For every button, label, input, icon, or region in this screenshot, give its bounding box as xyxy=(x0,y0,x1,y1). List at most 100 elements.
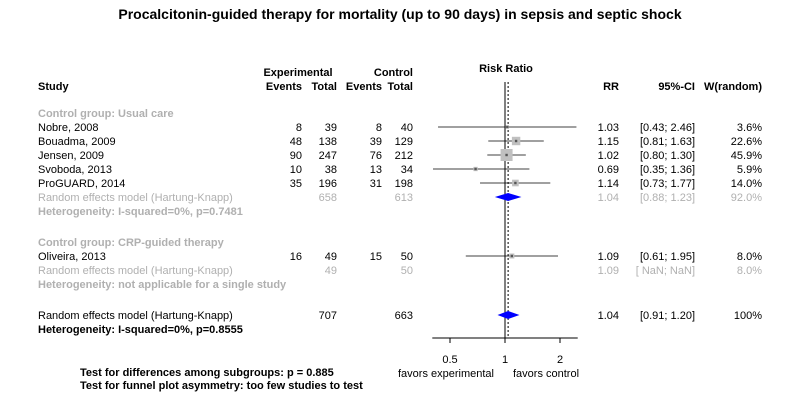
overall-heterogeneity: Heterogeneity: I-squared=0%, p=0.8555 xyxy=(38,324,243,336)
point-estimate xyxy=(514,181,517,185)
exp-total: 38 xyxy=(325,164,337,176)
axis-tick-label: 0.5 xyxy=(442,354,457,366)
rr-value: 1.02 xyxy=(598,150,619,162)
rr-value: 0.69 xyxy=(598,164,619,176)
col-header-experimental: Experimental xyxy=(263,67,332,79)
ctrl-events: 39 xyxy=(370,136,382,148)
ctrl-events: 31 xyxy=(370,178,382,190)
ci-value: [0.35; 1.36] xyxy=(640,164,695,176)
subgroup-label: Control group: Usual care xyxy=(38,108,174,120)
footnote-subgroup-test: Test for differences among subgroups: p … xyxy=(80,367,334,379)
subgroup-rr: 1.09 xyxy=(598,265,619,277)
ci-value: [0.81; 1.63] xyxy=(640,136,695,148)
rr-value: 1.14 xyxy=(598,178,619,190)
ctrl-events: 13 xyxy=(370,164,382,176)
subgroup-weight: 92.0% xyxy=(731,192,762,204)
col-header-exp-events: Events xyxy=(266,81,302,93)
subgroup-heterogeneity: Heterogeneity: I-squared=0%, p=0.7481 xyxy=(38,206,243,218)
weight-value: 14.0% xyxy=(731,178,762,190)
exp-total: 247 xyxy=(319,150,337,162)
rr-value: 1.03 xyxy=(598,122,619,134)
subgroup-pooled-label: Random effects model (Hartung-Knapp) xyxy=(38,192,233,204)
weight-value: 8.0% xyxy=(737,251,762,263)
favors-control-label: favors control xyxy=(513,368,579,380)
subgroup-heterogeneity: Heterogeneity: not applicable for a sing… xyxy=(38,279,287,291)
exp-events: 8 xyxy=(296,122,302,134)
exp-total: 49 xyxy=(325,251,337,263)
rr-value: 1.09 xyxy=(598,251,619,263)
subgroup-pooled-label: Random effects model (Hartung-Knapp) xyxy=(38,265,233,277)
exp-events: 90 xyxy=(290,150,302,162)
weight-value: 5.9% xyxy=(737,164,762,176)
ctrl-events: 15 xyxy=(370,251,382,263)
col-header-risk-ratio: Risk Ratio xyxy=(479,63,533,75)
ci-value: [0.43; 2.46] xyxy=(640,122,695,134)
axis-tick-label: 2 xyxy=(557,354,563,366)
subgroup-label: Control group: CRP-guided therapy xyxy=(38,237,225,249)
study-name: Svoboda, 2013 xyxy=(38,164,112,176)
weight-value: 45.9% xyxy=(731,150,762,162)
exp-total: 138 xyxy=(319,136,337,148)
col-header-study: Study xyxy=(38,81,69,93)
subgroup-ci: [ NaN; NaN] xyxy=(636,265,695,277)
exp-events: 35 xyxy=(290,178,302,190)
point-estimate xyxy=(505,153,508,157)
ctrl-total: 50 xyxy=(401,251,413,263)
col-header-exp-total: Total xyxy=(312,81,337,93)
subgroup-ci: [0.88; 1.23] xyxy=(640,192,695,204)
subgroup-diamond xyxy=(494,193,522,201)
overall-diamond xyxy=(497,311,520,319)
ctrl-total: 40 xyxy=(401,122,413,134)
exp-total: 39 xyxy=(325,122,337,134)
overall-ci: [0.91; 1.20] xyxy=(640,310,695,322)
subgroup-weight: 8.0% xyxy=(737,265,762,277)
study-name: Nobre, 2008 xyxy=(38,122,99,134)
ci-value: [0.61; 1.95] xyxy=(640,251,695,263)
ci-value: [0.73; 1.77] xyxy=(640,178,695,190)
study-name: ProGUARD, 2014 xyxy=(38,178,125,190)
col-header-control: Control xyxy=(374,67,413,79)
subgroup-exp-total: 658 xyxy=(319,192,337,204)
study-name: Bouadma, 2009 xyxy=(38,136,116,148)
study-name: Jensen, 2009 xyxy=(38,150,104,162)
exp-events: 10 xyxy=(290,164,302,176)
weight-value: 3.6% xyxy=(737,122,762,134)
exp-events: 16 xyxy=(290,251,302,263)
overall-weight: 100% xyxy=(734,310,762,322)
overall-rr: 1.04 xyxy=(598,310,619,322)
favors-experimental-label: favors experimental xyxy=(398,368,494,380)
chart-title: Procalcitonin-guided therapy for mortali… xyxy=(118,6,681,22)
overall-exp-total: 707 xyxy=(319,310,337,322)
point-estimate xyxy=(474,167,477,171)
x-axis: 0.5 1 2 xyxy=(432,337,578,366)
subgroup-exp-total: 49 xyxy=(325,265,337,277)
ctrl-total: 198 xyxy=(395,178,413,190)
ctrl-total: 212 xyxy=(395,150,413,162)
axis-tick-label: 1 xyxy=(502,354,508,366)
ci-value: [0.80; 1.30] xyxy=(640,150,695,162)
ctrl-events: 76 xyxy=(370,150,382,162)
col-header-weight: W(random) xyxy=(704,81,762,93)
overall-label: Random effects model (Hartung-Knapp) xyxy=(38,310,233,322)
study-name: Oliveira, 2013 xyxy=(38,251,106,263)
exp-total: 196 xyxy=(319,178,337,190)
point-estimate xyxy=(506,125,509,129)
weight-value: 22.6% xyxy=(731,136,762,148)
overall-ctrl-total: 663 xyxy=(395,310,413,322)
col-header-rr: RR xyxy=(603,81,619,93)
exp-events: 48 xyxy=(290,136,302,148)
col-header-ci: 95%-CI xyxy=(658,81,695,93)
footnote-funnel-test: Test for funnel plot asymmetry: too few … xyxy=(80,380,363,392)
ctrl-total: 34 xyxy=(401,164,413,176)
ctrl-total: 129 xyxy=(395,136,413,148)
col-header-ctrl-total: Total xyxy=(388,81,413,93)
rr-value: 1.15 xyxy=(598,136,619,148)
subgroup-rr: 1.04 xyxy=(598,192,619,204)
point-estimate xyxy=(510,254,514,258)
subgroup-ctrl-total: 613 xyxy=(395,192,413,204)
ctrl-events: 8 xyxy=(376,122,382,134)
point-estimate xyxy=(514,139,518,143)
col-header-ctrl-events: Events xyxy=(346,81,382,93)
subgroup-ctrl-total: 50 xyxy=(401,265,413,277)
